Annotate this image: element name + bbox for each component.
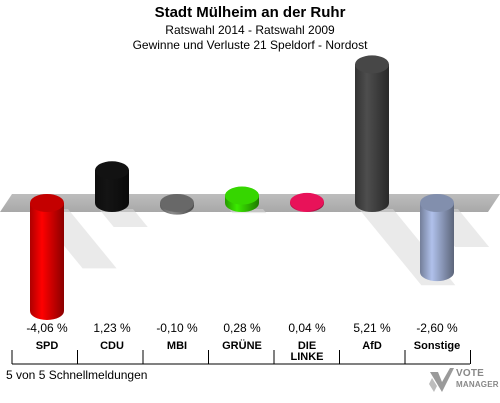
bar-cap-4: [290, 192, 324, 211]
category-label-4: DIE LINKE: [291, 340, 324, 363]
value-label-1: 1,23 %: [93, 321, 131, 335]
bar-cap-2: [160, 194, 194, 212]
bar-1: [95, 170, 129, 212]
votemanager-logo: VOTE MANAGER: [428, 366, 499, 398]
bar-cap-5: [355, 55, 389, 74]
chart-subtitle-2: Gewinne und Verluste 21 Speldorf - Nordo…: [132, 38, 368, 52]
votemanager-logo-icon: [429, 368, 454, 392]
bar-cap-3: [225, 186, 259, 205]
bar-5: [355, 64, 389, 212]
value-label-4: 0,04 %: [288, 321, 326, 335]
bar-shadow-1: [99, 209, 148, 227]
bar-0: [30, 203, 64, 320]
category-label-1: CDU: [100, 340, 124, 352]
category-label-6: Sonstige: [414, 340, 460, 352]
value-label-0: -4,06 %: [26, 321, 68, 335]
chart-subtitle: Ratswahl 2014 - Ratswahl 2009: [165, 23, 335, 37]
value-label-3: 0,28 %: [223, 321, 261, 335]
value-label-5: 5,21 %: [353, 321, 391, 335]
bar-6: [420, 203, 454, 282]
logo-text-vote: VOTE: [456, 368, 485, 379]
category-label-2: MBI: [167, 340, 187, 352]
bar-cap-0: [30, 194, 64, 212]
value-label-2: -0,10 %: [156, 321, 198, 335]
category-label-3: GRÜNE: [222, 339, 262, 352]
category-label-5: AfD: [362, 340, 382, 352]
bar-cap-6: [420, 194, 454, 212]
category-label-0: SPD: [36, 340, 59, 352]
chart-title: Stadt Mülheim an der Ruhr: [154, 4, 346, 21]
bar-cap-1: [95, 161, 129, 180]
footer-note: 5 von 5 Schnellmeldungen: [6, 368, 148, 382]
logo-text-manager: MANAGER: [456, 380, 499, 389]
value-label-6: -2,60 %: [416, 321, 458, 335]
